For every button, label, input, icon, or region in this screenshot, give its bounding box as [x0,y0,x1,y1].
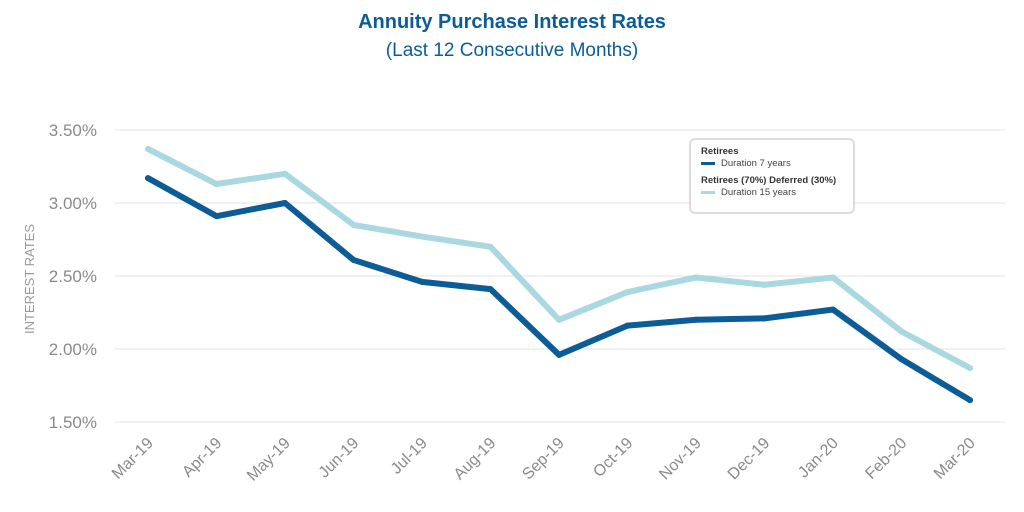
data-point-duration-15 [282,170,288,177]
data-point-duration-15 [350,221,357,228]
data-point-duration-15 [419,233,425,240]
x-tick-label: Mar-20 [931,435,979,483]
x-tick-label: Apr-19 [179,435,225,481]
y-tick-label: 2.50% [49,267,97,286]
data-point-duration-15 [487,243,494,250]
x-tick-label: Jul-19 [388,435,431,478]
data-point-duration-15 [830,274,836,281]
data-point-duration-15 [967,364,973,371]
data-point-duration-7 [487,286,494,293]
data-point-duration-7 [898,356,905,363]
data-point-duration-15 [761,281,768,288]
legend-swatch-duration-15 [701,191,715,194]
x-tick-label: Oct-19 [590,435,636,481]
data-point-duration-15 [693,274,699,281]
data-point-duration-7 [350,256,357,263]
data-point-duration-15 [145,145,151,152]
data-point-duration-7 [693,316,699,323]
x-tick-label: Dec-19 [725,435,774,484]
legend-group-retirees-deferred: Retirees (70%) Deferred (30%) [701,175,837,186]
data-point-duration-7 [624,322,631,329]
chart-legend: Retirees Duration 7 years Retirees (70%)… [689,138,855,214]
x-tick-label: Jun-19 [316,435,363,482]
legend-label-duration-15: Duration 15 years [721,187,796,198]
x-tick-label: Aug-19 [451,435,500,484]
y-tick-label: 2.00% [49,340,97,359]
data-point-duration-15 [213,181,220,188]
x-tick-label: Nov-19 [656,435,705,484]
data-point-duration-7 [830,306,836,313]
chart-title: Annuity Purchase Interest Rates [358,11,666,33]
chart-subtitle: (Last 12 Consecutive Months) [385,40,639,61]
x-tick-label: Mar-19 [109,435,157,483]
data-point-duration-7 [761,315,768,322]
y-tick-label: 1.50% [49,413,97,432]
x-tick-label: Sep-19 [519,435,568,484]
x-tick-label: Jan-20 [795,435,842,482]
legend-item-duration-7: Duration 7 years [701,158,843,169]
data-point-duration-7 [282,200,288,206]
legend-item-duration-15: Duration 15 years [701,187,843,198]
data-point-duration-15 [556,316,562,323]
data-point-duration-7 [145,175,151,182]
x-tick-label: Feb-20 [862,435,910,483]
x-tick-label: May-19 [244,435,294,485]
legend-label-duration-7: Duration 7 years [721,158,791,169]
data-point-duration-15 [898,328,905,335]
data-point-duration-15 [624,289,631,296]
legend-swatch-duration-7 [701,162,715,165]
y-tick-label: 3.00% [49,194,97,213]
y-axis-label: INTEREST RATES [22,224,37,334]
data-point-duration-7 [213,213,220,220]
y-tick-label: 3.50% [49,121,97,140]
data-point-duration-7 [967,397,973,404]
data-point-duration-7 [556,351,562,358]
legend-group-retirees: Retirees [701,146,739,157]
data-point-duration-7 [419,278,425,285]
